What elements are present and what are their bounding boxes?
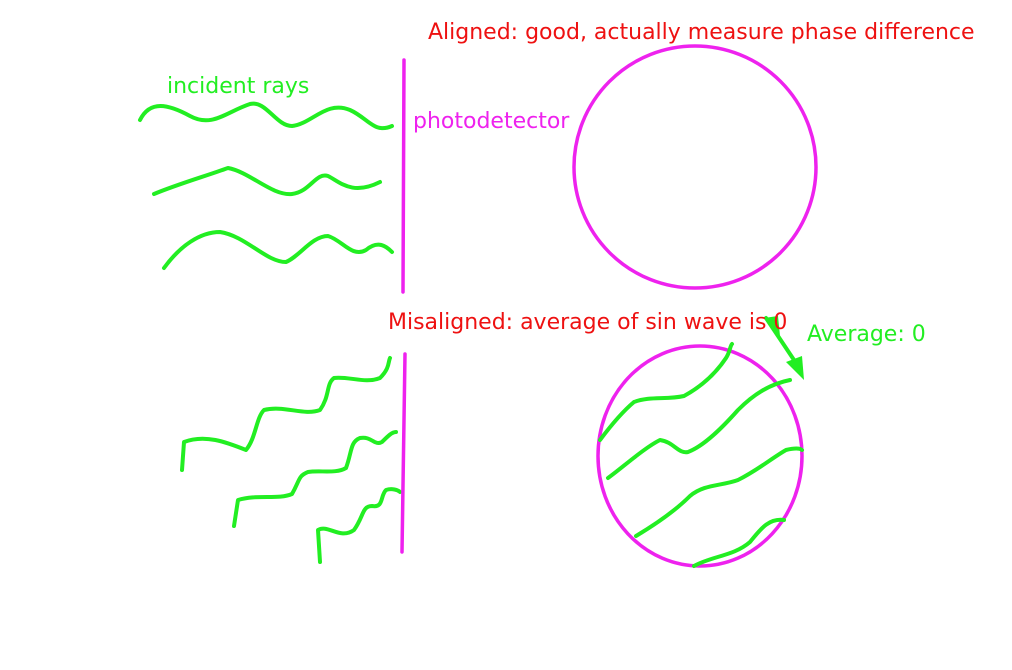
fringe-2: [606, 378, 792, 480]
aligned-spot-circle: [572, 44, 818, 290]
aligned-title: Aligned: good, actually measure phase di…: [428, 20, 975, 45]
photodetector-aligned: [401, 58, 406, 294]
misaligned-section: [180, 316, 804, 568]
photodetector-misaligned: [400, 352, 407, 554]
incident-ray-1: [138, 101, 394, 130]
fringe-1: [598, 342, 734, 442]
tilted-ray-1: [180, 356, 392, 472]
misaligned-spot-circle: [596, 344, 804, 568]
average-label: Average: 0: [807, 322, 926, 347]
aligned-section: [138, 44, 818, 294]
tilted-ray-2: [232, 430, 398, 528]
misaligned-title: Misaligned: average of sin wave is 0: [388, 310, 788, 335]
fringe-4: [692, 517, 786, 568]
incident-rays-label: incident rays: [167, 74, 310, 99]
incident-ray-3: [162, 230, 394, 270]
photodetector-label: photodetector: [413, 109, 570, 134]
tilted-ray-3: [316, 487, 402, 564]
fringe-3: [634, 446, 804, 538]
incident-ray-2: [152, 166, 382, 197]
arrow-icon: [764, 316, 804, 380]
